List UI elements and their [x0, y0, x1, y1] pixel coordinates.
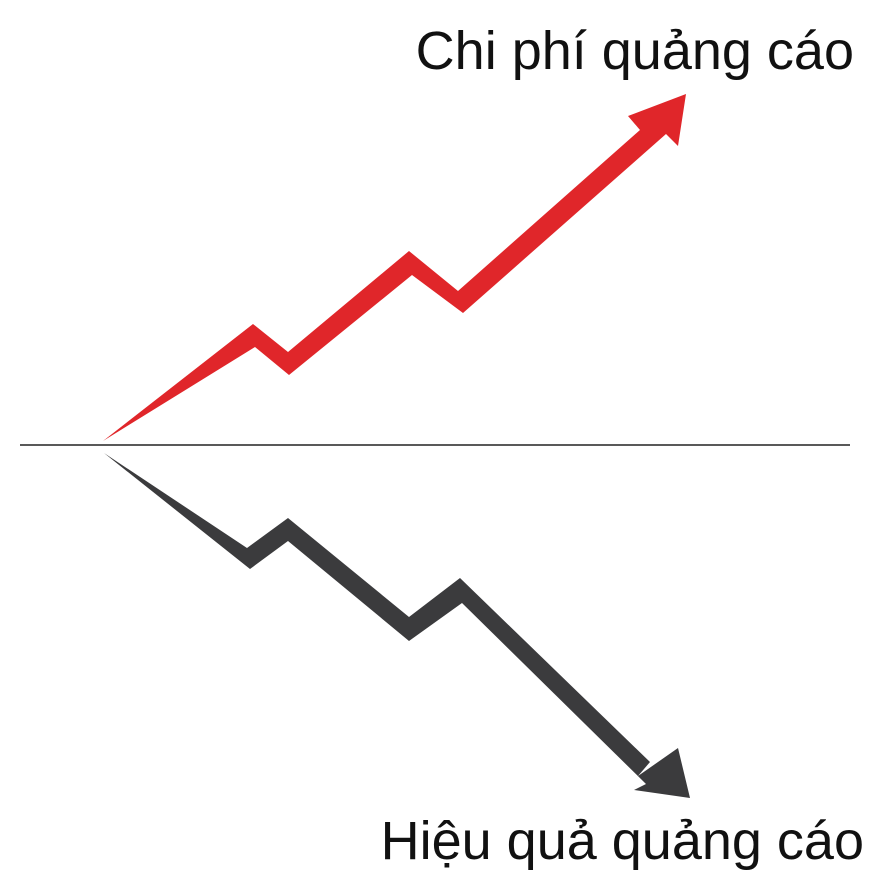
- advertising-effectiveness-label: Hiệu quả quảng cáo: [380, 811, 864, 871]
- advertising-cost-label: Chi phí quảng cáo: [415, 21, 854, 81]
- falling-effectiveness-arrow-icon: [104, 453, 690, 798]
- rising-cost-arrow-icon: [103, 94, 686, 441]
